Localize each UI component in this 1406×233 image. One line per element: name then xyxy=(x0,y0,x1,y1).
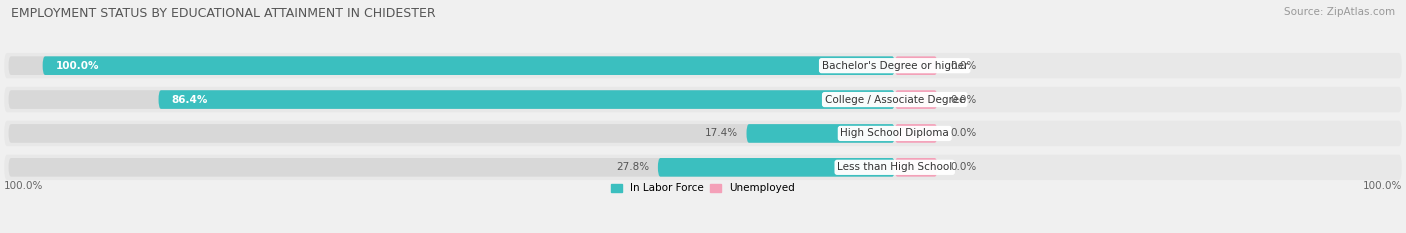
Text: High School Diploma: High School Diploma xyxy=(841,128,949,138)
Text: EMPLOYMENT STATUS BY EDUCATIONAL ATTAINMENT IN CHIDESTER: EMPLOYMENT STATUS BY EDUCATIONAL ATTAINM… xyxy=(11,7,436,20)
FancyBboxPatch shape xyxy=(4,155,1402,180)
FancyBboxPatch shape xyxy=(4,87,1402,112)
Text: 0.0%: 0.0% xyxy=(950,128,976,138)
FancyBboxPatch shape xyxy=(4,53,1402,78)
Text: 27.8%: 27.8% xyxy=(616,162,650,172)
FancyBboxPatch shape xyxy=(894,90,938,109)
FancyBboxPatch shape xyxy=(8,158,894,177)
Text: Bachelor's Degree or higher: Bachelor's Degree or higher xyxy=(821,61,967,71)
Legend: In Labor Force, Unemployed: In Labor Force, Unemployed xyxy=(612,183,794,193)
Text: College / Associate Degree: College / Associate Degree xyxy=(824,95,965,105)
FancyBboxPatch shape xyxy=(8,56,894,75)
FancyBboxPatch shape xyxy=(8,90,894,109)
FancyBboxPatch shape xyxy=(159,90,894,109)
FancyBboxPatch shape xyxy=(658,158,894,177)
FancyBboxPatch shape xyxy=(894,56,938,75)
FancyBboxPatch shape xyxy=(894,124,938,143)
Text: 100.0%: 100.0% xyxy=(4,181,44,191)
FancyBboxPatch shape xyxy=(42,56,894,75)
Text: 0.0%: 0.0% xyxy=(950,61,976,71)
Text: 100.0%: 100.0% xyxy=(55,61,98,71)
FancyBboxPatch shape xyxy=(8,124,894,143)
Text: 17.4%: 17.4% xyxy=(704,128,738,138)
Text: Source: ZipAtlas.com: Source: ZipAtlas.com xyxy=(1284,7,1395,17)
FancyBboxPatch shape xyxy=(747,124,894,143)
FancyBboxPatch shape xyxy=(894,158,938,177)
Text: 86.4%: 86.4% xyxy=(172,95,208,105)
FancyBboxPatch shape xyxy=(4,121,1402,146)
Text: 100.0%: 100.0% xyxy=(1362,181,1402,191)
Text: Less than High School: Less than High School xyxy=(837,162,952,172)
Text: 0.0%: 0.0% xyxy=(950,162,976,172)
Text: 0.0%: 0.0% xyxy=(950,95,976,105)
